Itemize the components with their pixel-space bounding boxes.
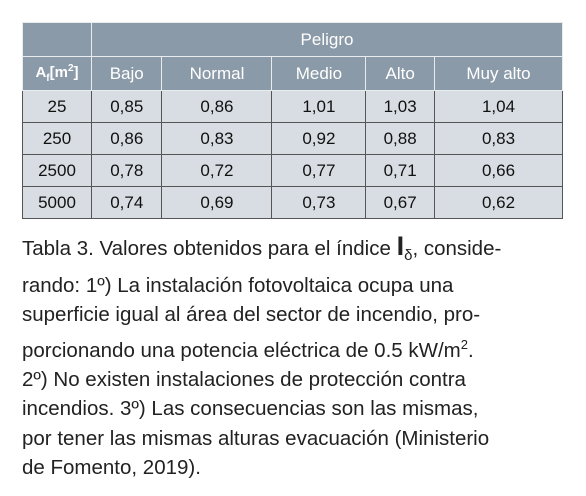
cell: 0,92 [271,122,367,155]
cell: 0,71 [365,154,435,187]
table-row: 2500 0,78 0,72 0,77 0,71 0,66 [22,154,564,187]
cell: 1,01 [271,90,367,123]
text: porcionando una potencia eléctrica de 0.… [22,338,461,362]
superscript: 2 [67,63,74,74]
caption-line: por tener las mismas alturas evacuación … [22,426,490,450]
cell: 0,77 [271,154,367,187]
caption-line: incendios. 3º) Las consecuencias son las… [22,397,479,421]
data-table: Peligro Af[m2] Bajo Normal Medio Alto Muy al… [22,22,564,219]
caption-line: 2º) No existen instalaciones de protecci… [22,367,466,391]
group-header: Peligro [91,22,563,57]
cell: 0,83 [161,122,273,155]
table-row: 250 0,86 0,83 0,92 0,88 0,83 [22,122,564,155]
caption-line: de Fomento, 2019). [22,456,201,480]
corner-top [22,22,92,57]
cell: 0,67 [365,186,435,219]
cell: 0,72 [161,154,273,187]
column-header: Medio [271,56,367,91]
caption-line: superficie igual al área del sector de i… [22,303,481,327]
cell: 1,03 [365,90,435,123]
cell: 0,83 [433,122,564,155]
cell: 0,74 [90,186,163,219]
cell: 0,86 [90,122,163,155]
unit: ] [73,64,79,81]
table-row: 25 0,85 0,86 1,01 1,03 1,04 [22,90,564,123]
column-header: Bajo [90,56,163,91]
row-header: 5000 [22,186,92,219]
text: . [467,338,474,362]
symbol: I [396,231,405,261]
cell: 0,66 [433,154,564,187]
row-header: 2500 [22,154,92,187]
cell: 0,73 [271,186,367,219]
cell: 1,04 [433,90,564,123]
caption-line: porcionando una potencia eléctrica de 0.… [22,330,567,365]
row-header: 25 [22,90,92,123]
caption-line: rando: 1º) La instalación fotovoltaica o… [22,273,454,297]
column-header: Muy alto [433,56,564,91]
cell: 0,88 [365,122,435,155]
cell: 0,78 [90,154,163,187]
cell: 0,86 [161,90,273,123]
caption-line: Tabla 3. Valores obtenidos para el índic… [22,231,567,271]
cell: 0,69 [161,186,273,219]
text: Tabla 3. Valores obtenidos para el índic… [22,237,397,260]
cell: 0,62 [433,186,564,219]
subscript: f [46,73,50,84]
superscript: 2 [460,336,468,352]
row-header: 250 [22,122,92,155]
table-row: 5000 0,74 0,69 0,73 0,67 0,62 [22,186,564,219]
cell: 0,85 [90,90,163,123]
symbol: A [35,64,47,81]
caption: Tabla 3. Valores obtenidos para el índic… [22,231,567,483]
unit: [m [49,64,68,81]
corner-header: Af[m2] [22,56,92,91]
text: , conside- [412,237,502,260]
column-header: Normal [161,56,273,91]
subscript: δ [404,247,413,265]
column-header: Alto [365,56,435,91]
